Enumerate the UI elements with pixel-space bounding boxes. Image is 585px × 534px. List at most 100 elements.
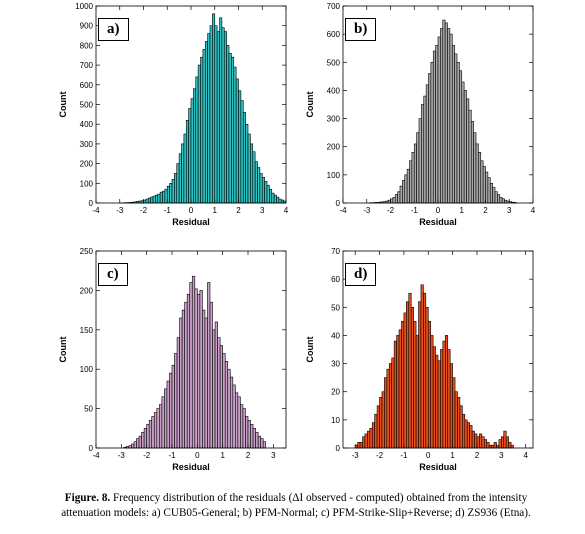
bar [498,439,502,449]
bar [452,377,456,449]
bar [430,335,434,449]
bar [219,17,223,204]
y-tick-label: 200 [80,286,94,295]
bar [476,436,480,449]
panel-c: 0 50 100 150 200 250 -4 -3 -2 -1 0 1 2 3 Residual Count… [38,245,328,495]
bar [200,56,204,204]
bar [454,53,458,204]
bar [204,41,208,204]
bar [202,309,206,449]
bar [442,340,446,449]
x-tick-label: 3 [271,451,276,460]
bar [197,294,201,449]
bar [212,13,216,204]
bar [457,397,461,449]
bar [148,420,153,449]
bar [466,422,470,449]
bar [447,349,451,449]
bar [280,199,284,204]
bar [271,192,275,204]
bar [229,376,234,449]
bar [410,306,414,449]
bar [462,413,466,449]
bars-b [368,19,517,204]
bar [235,78,239,204]
y-axis-title: Count [58,337,68,363]
x-tick-label: 4 [523,451,528,460]
y-tick-label: 50 [331,303,340,312]
bar [247,133,251,204]
bar [384,377,388,449]
bar [181,309,185,449]
bar [474,433,478,449]
y-tick-label: 10 [331,416,340,425]
y-tick-label: 700 [327,2,341,11]
bar [494,191,498,204]
bar [166,380,170,449]
x-tick-label: 2 [246,451,251,460]
bar [186,294,191,449]
bar [171,179,175,204]
bar [471,430,475,449]
histogram-b: 0 100 200 300 400 500 600 700 -4 -3 -2 -1 0 1 2 3 4 Resid… [305,2,536,227]
bar [176,163,180,204]
bar [259,173,263,204]
bar [430,61,434,204]
bar [432,50,436,204]
bar [152,195,156,204]
x-tick-label: -2 [143,451,151,460]
bar [231,56,235,204]
bar [254,161,258,204]
bar [159,191,163,204]
y-tick-label: 70 [331,247,340,256]
bar [237,396,241,449]
panel-label-b: b) [345,18,377,41]
bar [169,183,173,204]
x-axis-title: Residual [419,217,457,227]
bar [421,104,425,204]
bar [209,301,213,449]
bar [394,194,398,204]
y-tick-label: 250 [80,247,94,256]
x-tick-label: -4 [339,206,347,215]
bar [367,430,371,449]
bar [133,441,137,449]
y-tick-label: 40 [331,331,340,340]
x-tick-label: -4 [92,451,100,460]
bar [224,361,229,449]
bar [409,160,413,204]
x-tick-label: 1 [213,206,218,215]
bar [250,424,254,449]
bar [262,441,267,449]
bar [478,152,482,204]
bar [204,317,208,449]
bar [376,405,380,449]
histogram-d: 0 10 20 30 40 50 60 70 -3 -2 -1 0 1 2 3 4 Residual Count [305,247,534,472]
bar [418,118,422,204]
bar [397,191,401,204]
bar [164,188,168,204]
x-tick-label: 1 [450,451,455,460]
bar [223,31,227,204]
x-tick-label: 4 [531,206,536,215]
bar [153,412,158,449]
y-tick-label: 0 [89,199,94,208]
bar [413,321,417,449]
bar [440,349,444,449]
bar [174,173,178,204]
bar [396,335,400,449]
bar [232,384,236,449]
bar [418,301,422,449]
bar [193,88,197,204]
y-axis-title: Count [305,337,315,363]
bar [131,443,135,449]
bar [399,185,403,204]
y-tick-label: 500 [80,101,94,110]
x-tick-label: 2 [483,206,488,215]
bar [209,25,213,204]
bar [456,61,460,204]
x-tick-label: -3 [363,206,371,215]
y-tick-label: 100 [80,179,94,188]
bar [252,151,256,204]
panel-label-d: d) [345,263,377,286]
